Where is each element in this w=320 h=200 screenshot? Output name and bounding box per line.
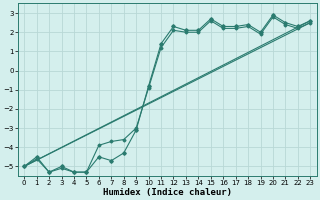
X-axis label: Humidex (Indice chaleur): Humidex (Indice chaleur)	[103, 188, 232, 197]
